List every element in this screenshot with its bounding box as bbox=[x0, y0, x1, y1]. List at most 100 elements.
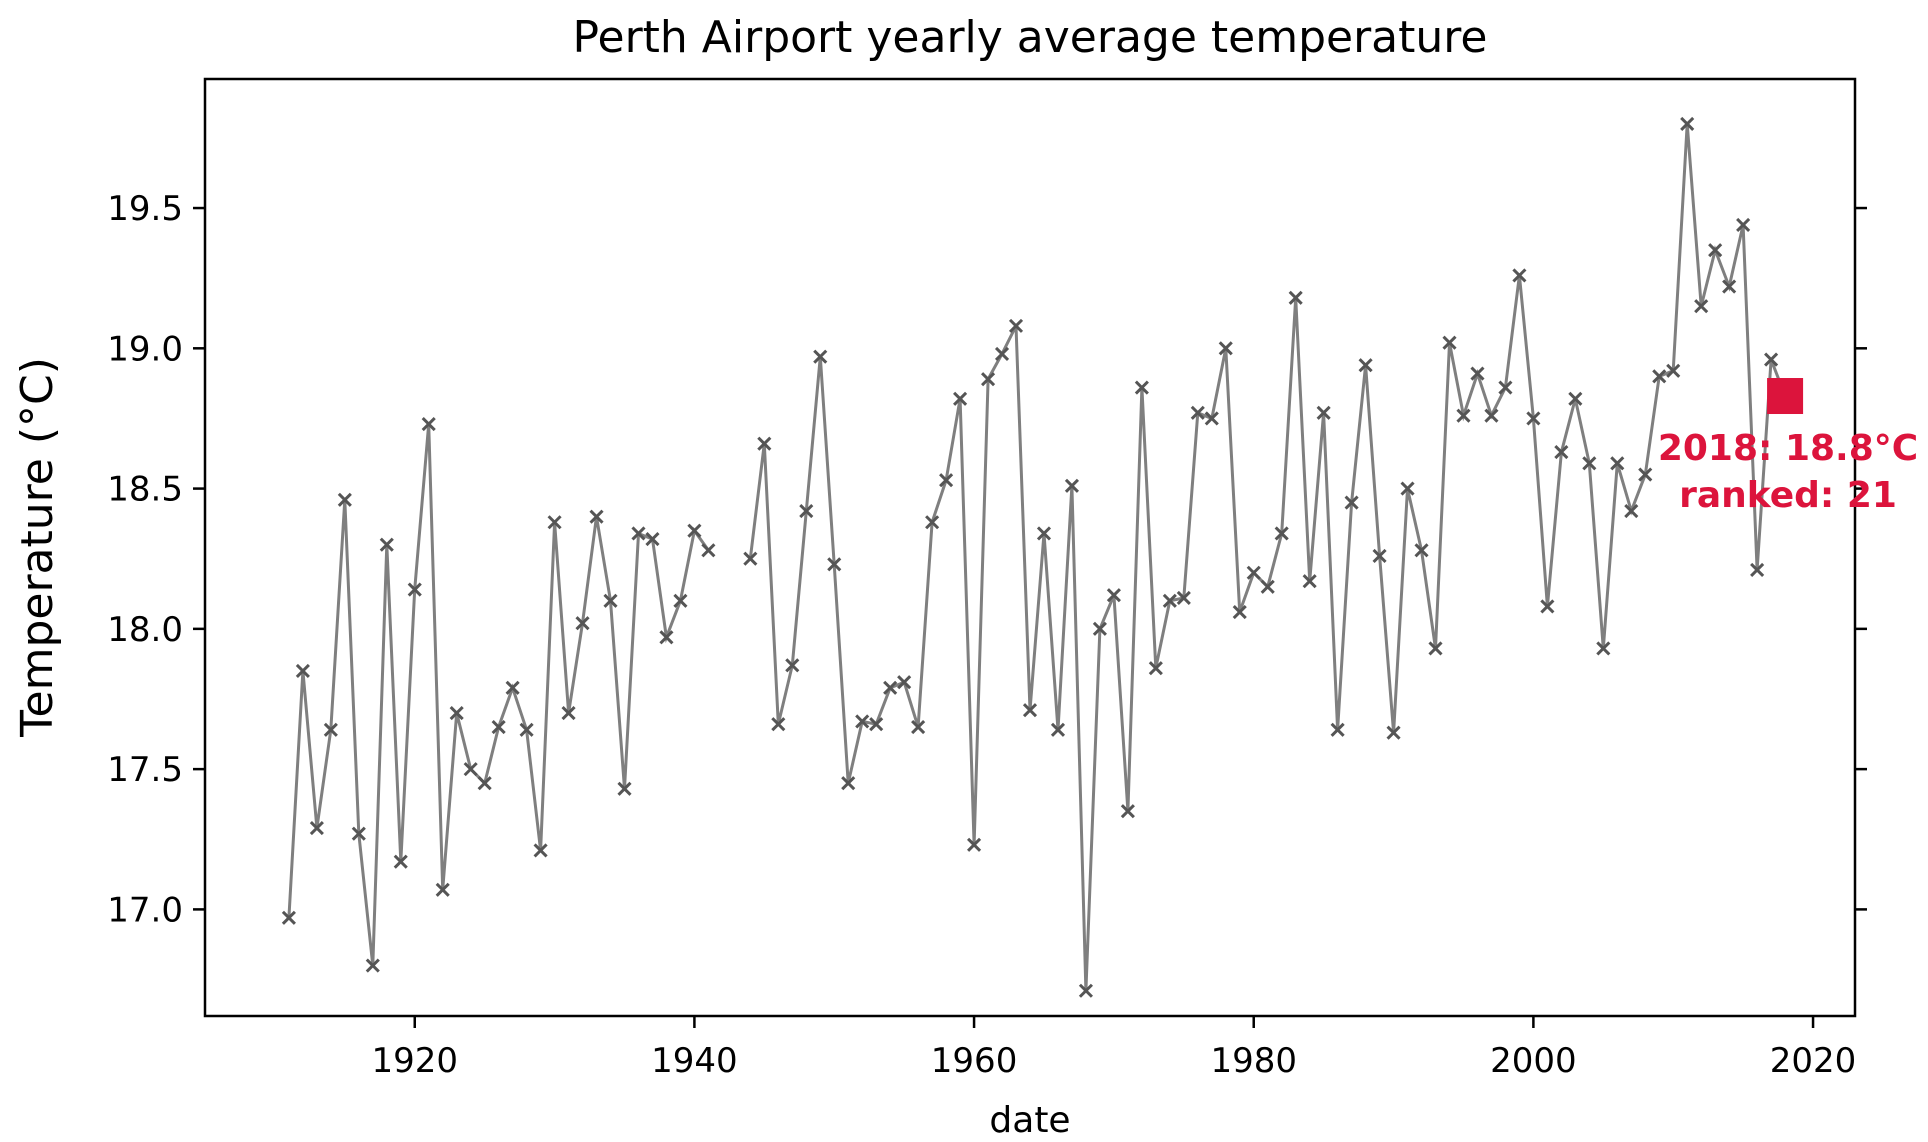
data-point bbox=[1190, 405, 1205, 420]
data-point bbox=[1106, 588, 1121, 603]
data-point bbox=[1148, 661, 1163, 676]
data-point bbox=[883, 680, 898, 695]
data-point bbox=[505, 680, 520, 695]
data-point bbox=[1022, 703, 1038, 718]
data-point bbox=[645, 532, 660, 547]
highlight-annotation: 2018: 18.8°C ranked: 21 bbox=[1658, 428, 1918, 516]
data-point bbox=[1288, 290, 1303, 305]
data-point bbox=[1610, 456, 1625, 471]
data-point bbox=[1316, 405, 1331, 420]
data-point bbox=[1232, 604, 1247, 620]
x-tick-label: 1920 bbox=[371, 1041, 458, 1081]
x-tick-label: 1980 bbox=[1210, 1041, 1297, 1081]
data-point bbox=[1176, 590, 1191, 606]
data-point bbox=[1470, 366, 1485, 381]
y-tick-label: 19.0 bbox=[107, 329, 183, 369]
data-point bbox=[1344, 495, 1359, 510]
data-point bbox=[1400, 481, 1415, 496]
data-point bbox=[1526, 411, 1541, 426]
y-tick-label: 17.0 bbox=[107, 890, 183, 930]
data-point bbox=[533, 843, 548, 858]
data-point bbox=[603, 593, 618, 608]
data-point bbox=[281, 910, 296, 925]
data-point bbox=[1694, 299, 1709, 314]
data-point bbox=[757, 436, 772, 451]
data-point bbox=[1456, 408, 1471, 423]
data-point bbox=[1638, 467, 1653, 482]
data-point bbox=[855, 714, 870, 729]
data-point bbox=[1652, 369, 1667, 384]
y-tick-label: 18.0 bbox=[107, 610, 183, 650]
data-point bbox=[967, 837, 982, 852]
data-point bbox=[687, 523, 702, 538]
data-point bbox=[659, 630, 674, 645]
data-point bbox=[785, 658, 800, 673]
data-point bbox=[1680, 116, 1695, 131]
highlight-marker bbox=[1767, 378, 1804, 415]
data-point bbox=[547, 515, 562, 530]
data-point bbox=[1204, 411, 1219, 426]
data-point bbox=[1442, 335, 1457, 350]
data-point bbox=[980, 372, 996, 387]
x-axis-ticks: 1920 1940 1960 1980 2000 2020 bbox=[371, 1016, 1856, 1081]
data-point bbox=[407, 582, 422, 597]
data-point bbox=[1666, 363, 1681, 378]
data-point bbox=[491, 719, 506, 735]
plot-area: 1920 1940 1960 1980 2000 2020 17.0 17.5 18.0 18.… bbox=[107, 77, 1867, 1081]
data-point bbox=[1134, 380, 1149, 395]
x-tick-label: 2000 bbox=[1490, 1041, 1577, 1081]
data-point bbox=[295, 663, 310, 678]
data-point bbox=[1358, 358, 1373, 373]
data-point bbox=[309, 820, 324, 836]
data-point bbox=[1582, 456, 1597, 471]
data-point bbox=[799, 503, 814, 519]
data-point bbox=[1414, 543, 1429, 558]
data-point bbox=[519, 722, 534, 737]
data-point bbox=[1302, 574, 1317, 589]
data-point bbox=[393, 854, 408, 869]
series-line bbox=[748, 123, 1787, 991]
data-point bbox=[575, 616, 590, 631]
data-point bbox=[435, 882, 450, 897]
data-point bbox=[1484, 408, 1499, 423]
y-tick-label: 19.5 bbox=[107, 189, 183, 229]
data-point bbox=[827, 557, 842, 572]
data-point bbox=[1512, 268, 1527, 283]
data-point bbox=[813, 349, 828, 364]
data-point bbox=[1708, 243, 1723, 258]
plot-frame bbox=[203, 77, 1857, 1018]
data-point bbox=[1568, 391, 1583, 406]
data-point bbox=[673, 593, 688, 608]
data-point bbox=[1246, 565, 1261, 580]
data-point bbox=[351, 826, 366, 841]
data-point bbox=[1750, 562, 1765, 578]
data-point bbox=[1092, 621, 1107, 636]
data-point bbox=[421, 417, 436, 432]
data-point bbox=[841, 776, 856, 791]
data-point bbox=[953, 391, 968, 406]
data-point bbox=[617, 781, 632, 796]
y-axis-ticks: 17.0 17.5 18.0 18.5 19.0 19.5 bbox=[107, 189, 1867, 930]
data-point bbox=[1722, 279, 1737, 294]
data-point bbox=[561, 705, 576, 721]
data-point bbox=[1540, 599, 1555, 614]
data-point bbox=[1036, 526, 1052, 541]
data-point bbox=[1764, 352, 1779, 367]
data-point bbox=[1050, 722, 1066, 737]
data-point bbox=[1218, 341, 1233, 356]
series-line bbox=[287, 423, 710, 966]
data-point bbox=[1624, 503, 1639, 519]
data-point bbox=[897, 675, 912, 690]
data-point bbox=[1330, 722, 1345, 737]
data-point bbox=[589, 509, 604, 524]
data-point bbox=[1260, 579, 1275, 594]
data-point bbox=[1736, 217, 1751, 232]
data-point bbox=[1064, 478, 1080, 493]
series-layer bbox=[281, 116, 1804, 998]
data-point bbox=[631, 526, 646, 541]
x-tick-label: 1940 bbox=[651, 1041, 738, 1081]
data-point bbox=[701, 543, 716, 558]
data-point bbox=[1162, 593, 1177, 608]
data-point bbox=[365, 958, 380, 973]
